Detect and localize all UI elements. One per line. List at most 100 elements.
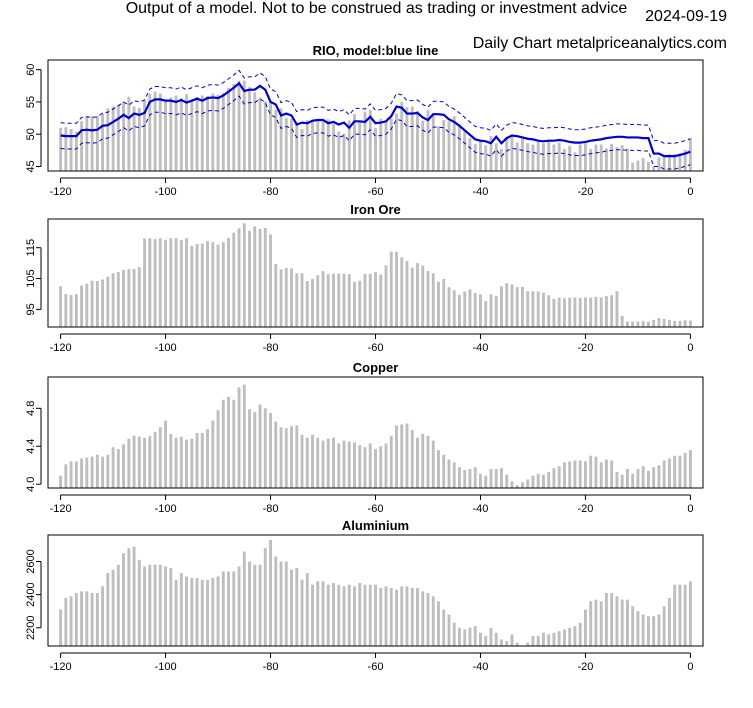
plot-frame [47, 534, 704, 647]
bar [631, 162, 635, 171]
bar [652, 319, 656, 327]
bar [227, 396, 230, 488]
bar [59, 127, 63, 171]
bar [64, 127, 68, 171]
plot-frame [47, 218, 704, 328]
bar [620, 315, 624, 327]
bar [389, 435, 393, 488]
bar [300, 434, 304, 488]
bar [190, 438, 194, 488]
bar [116, 272, 120, 327]
panel-3: Copper -120 -100 -80 -60 -40 -20 0 4.0 4.4 4.8 [25, 360, 704, 515]
bar [531, 636, 535, 646]
bar [667, 154, 671, 171]
bar [384, 120, 388, 171]
bar [132, 435, 136, 488]
bar [479, 140, 482, 171]
bar [363, 584, 367, 646]
bar [652, 166, 656, 171]
bar [615, 147, 619, 171]
bar [389, 588, 393, 646]
bar [494, 295, 498, 327]
bar [500, 149, 503, 171]
bar [153, 239, 157, 327]
bar [395, 251, 398, 327]
model-line [60, 81, 691, 158]
bar [641, 320, 645, 327]
bar [290, 569, 293, 646]
x-tick-label: -40 [473, 342, 489, 354]
bar [295, 122, 299, 171]
bar [641, 158, 645, 171]
bar [410, 106, 414, 171]
bar [85, 283, 89, 327]
bar [374, 584, 377, 646]
x-tick-label: -80 [263, 503, 279, 515]
bar [515, 287, 519, 327]
bar [542, 474, 545, 488]
bar [557, 466, 561, 488]
bar [405, 107, 409, 171]
bar [347, 274, 351, 327]
bar [122, 269, 126, 327]
bar [116, 104, 120, 171]
bar [547, 140, 551, 171]
bar [405, 423, 409, 488]
bar [358, 445, 362, 488]
bar [673, 455, 677, 488]
bar [631, 473, 635, 488]
bar [400, 424, 404, 488]
bar [625, 599, 629, 646]
bar [358, 280, 362, 327]
bar [452, 116, 456, 171]
bar [426, 271, 430, 327]
bar [206, 429, 209, 488]
bar [463, 130, 467, 171]
bar [295, 425, 299, 488]
bar [458, 123, 461, 171]
bar [552, 144, 556, 171]
bar [494, 632, 498, 646]
x-tick-label: -60 [368, 186, 384, 198]
bar [300, 273, 304, 327]
bar [95, 116, 99, 171]
bar [500, 468, 503, 488]
bar [562, 462, 566, 488]
bar [164, 99, 168, 171]
bar [426, 435, 430, 488]
bar [500, 639, 503, 646]
bar [200, 95, 204, 171]
bar [353, 442, 356, 488]
bar [122, 101, 126, 171]
bar [122, 444, 126, 488]
bar [667, 597, 671, 646]
bar [604, 592, 608, 646]
bar [164, 239, 168, 327]
bar [221, 92, 225, 171]
bar [573, 460, 577, 488]
bar [494, 469, 498, 488]
bar [536, 291, 540, 327]
bar [410, 267, 414, 327]
bar [169, 238, 173, 327]
bar [279, 108, 283, 171]
bar [631, 321, 635, 327]
bar [442, 609, 446, 646]
lower-band-line [60, 95, 691, 170]
x-tick-label: -20 [577, 503, 593, 515]
bar [431, 440, 435, 488]
bar [652, 616, 656, 646]
bar [678, 320, 682, 327]
bar [111, 569, 115, 646]
bar [227, 237, 230, 327]
bar [662, 606, 666, 646]
bar [594, 144, 598, 171]
bar [604, 459, 608, 488]
bar [379, 446, 383, 488]
bar [269, 539, 272, 646]
bar [143, 437, 147, 488]
bar [237, 80, 241, 171]
bar [657, 318, 661, 327]
bar [468, 289, 472, 327]
